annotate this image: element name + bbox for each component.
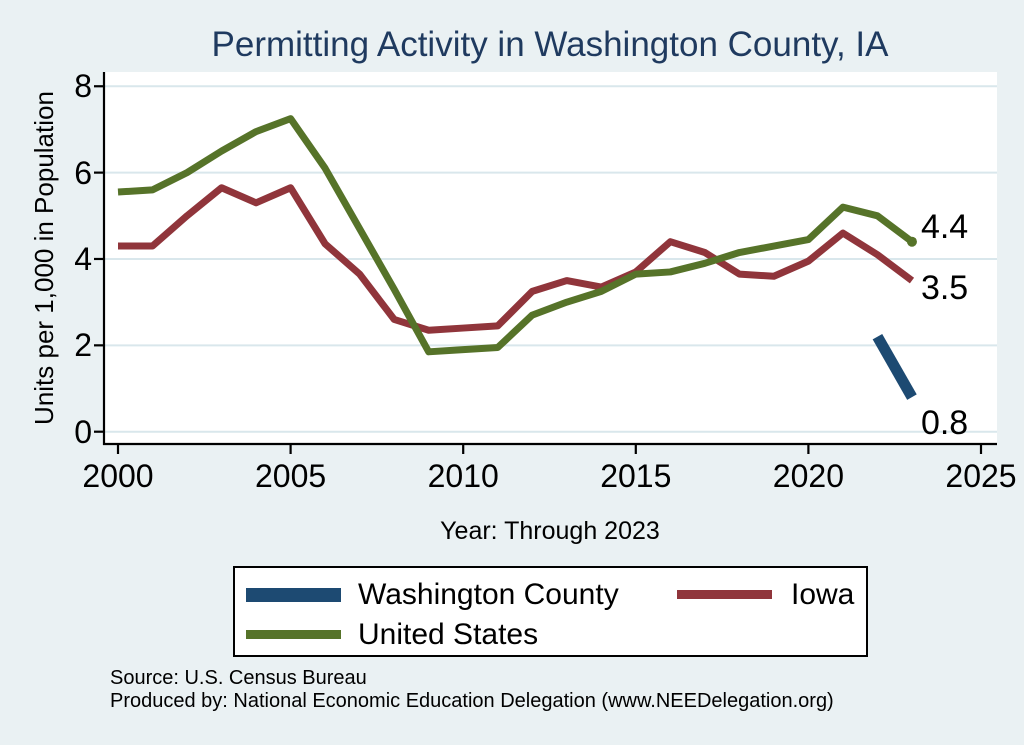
x-tick-label: 2005 [255, 458, 327, 494]
x-tick-label: 2000 [82, 458, 154, 494]
series-line-iowa [118, 184, 915, 334]
series-end-dot-united-states [906, 236, 917, 247]
iowa-line-swatch [677, 590, 772, 599]
produced-by-line: Produced by: National Economic Education… [110, 690, 834, 712]
y-tick-label: 8 [74, 68, 92, 105]
source-line: Source: U.S. Census Bureau [110, 667, 367, 689]
x-axis-title: Year: Through 2023 [440, 517, 660, 545]
source-note: Source: U.S. Census Bureau Produced by: … [110, 667, 834, 713]
chart-title: Permitting Activity in Washington County… [211, 25, 889, 64]
end-value-label-united-states: 4.4 [920, 207, 969, 246]
x-tick-label: 2010 [427, 458, 499, 494]
legend: Washington County Iowa United States [233, 566, 868, 657]
x-tick-label: 2025 [945, 458, 1017, 494]
washington-county-line-swatch [246, 588, 341, 602]
series-line-united-states [117, 115, 915, 356]
x-tick-label: 2020 [772, 458, 844, 494]
y-tick-label: 0 [74, 413, 92, 450]
y-tick-label: 4 [74, 240, 92, 277]
end-value-label-iowa: 3.5 [920, 268, 969, 307]
x-tick-label: 2015 [600, 458, 672, 494]
legend-label-iowa: Iowa [791, 578, 855, 611]
y-tick-label: 2 [74, 327, 92, 364]
y-tick-label: 6 [74, 154, 92, 191]
legend-label-washington-county: Washington County [358, 578, 619, 611]
legend-label-united-states: United States [358, 618, 539, 651]
series-line-washington-county [872, 333, 917, 400]
united-states-line-swatch [246, 630, 341, 639]
end-value-label-washington-county: 0.8 [920, 404, 969, 443]
